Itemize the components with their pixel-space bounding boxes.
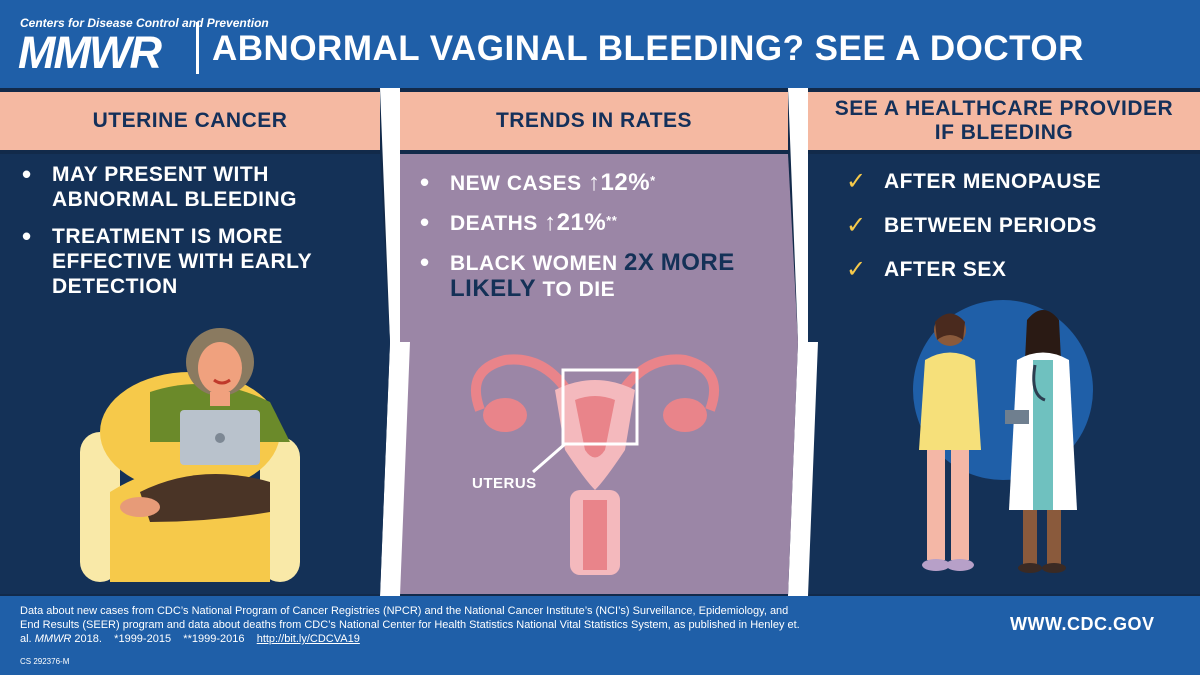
up-arrow-icon: ↑	[544, 209, 557, 236]
check-item-label: BETWEEN PERIODS	[884, 214, 1097, 237]
org-name: Centers for Disease Control and Preventi…	[20, 16, 269, 30]
separator-right	[788, 88, 818, 596]
stat-label: TO DIE	[542, 278, 616, 301]
header-bar	[0, 0, 1200, 88]
stat-new-cases: NEW CASES ↑12%*	[420, 170, 780, 196]
header-divider	[196, 22, 199, 74]
panel-separators	[380, 88, 818, 596]
checkmark-icon: ✓	[846, 212, 867, 239]
cdc-website-link[interactable]: WWW.CDC.GOV	[1010, 614, 1155, 634]
footer-bar	[0, 596, 1200, 675]
uterus-illustration	[471, 354, 719, 575]
checkmark-icon: ✓	[846, 168, 867, 195]
list-item: MAY PRESENT WITH ABNORMAL BLEEDING	[22, 162, 372, 212]
up-arrow-icon: ↑	[588, 169, 601, 196]
separator-right-shadow	[788, 154, 798, 596]
separator-left-shadow	[380, 154, 390, 596]
footnote-1: *1999-2015	[114, 633, 172, 645]
source-year: 2018.	[74, 633, 102, 645]
source-link[interactable]: http://bit.ly/CDCVA19	[256, 633, 360, 645]
panel-heading-trends: TRENDS IN RATES	[400, 92, 788, 150]
separator-left	[380, 88, 410, 596]
stat-black-women: BLACK WOMEN 2X MORE LIKELY TO DIE	[420, 250, 780, 302]
provider-checklist: ✓ AFTER MENOPAUSE ✓ BETWEEN PERIODS ✓ AFTER…	[846, 168, 1101, 300]
check-item: ✓ AFTER MENOPAUSE	[846, 168, 1101, 196]
stat-emphasis: MORE LIKELY	[450, 249, 735, 302]
woman-laptop-illustration	[80, 328, 300, 582]
list-item: TREATMENT IS MORE EFFECTIVE WITH EARLY D…	[22, 224, 372, 299]
check-item-label: AFTER MENOPAUSE	[884, 170, 1102, 193]
stat-deaths: DEATHS ↑21%**	[420, 210, 780, 236]
panel-heading-uterine-cancer: UTERINE CANCER	[0, 92, 380, 150]
footnote-2: **1999-2016	[183, 633, 245, 645]
trends-list: NEW CASES ↑12%* DEATHS ↑21%** BLACK WOME…	[420, 170, 780, 316]
stat-label: NEW CASES	[450, 172, 582, 195]
source-journal: MMWR	[34, 633, 72, 645]
stat-value: 21%	[556, 209, 607, 236]
footnote-marker: *	[650, 173, 656, 188]
panel-heading-provider-text: SEE A HEALTHCARE PROVIDER IF BLEEDING	[834, 97, 1174, 144]
doctor-patient-illustration	[913, 300, 1093, 573]
source-text: Data about new cases from CDC’s National…	[20, 605, 800, 645]
check-item: ✓ BETWEEN PERIODS	[846, 212, 1101, 240]
page-title: ABNORMAL VAGINAL BLEEDING? SEE A DOCTOR	[212, 29, 1084, 68]
footer-source: Data about new cases from CDC’s National…	[20, 604, 800, 646]
panel-heading-provider: SEE A HEALTHCARE PROVIDER IF BLEEDING	[808, 92, 1200, 150]
check-item: ✓ AFTER SEX	[846, 256, 1101, 284]
stat-emphasis: 2X	[624, 249, 655, 276]
uterine-cancer-list: MAY PRESENT WITH ABNORMAL BLEEDING TREAT…	[22, 162, 372, 311]
stat-label: BLACK WOMEN	[450, 252, 618, 275]
mmwr-logo: MMWR	[18, 27, 162, 78]
check-item-label: AFTER SEX	[884, 258, 1007, 281]
stat-value: 12%	[600, 169, 651, 196]
uterus-label: UTERUS	[472, 475, 537, 492]
footnote-marker: **	[606, 213, 618, 228]
stat-label: DEATHS	[450, 212, 538, 235]
checkmark-icon: ✓	[846, 256, 867, 283]
document-code: CS 292376-M	[20, 657, 70, 666]
